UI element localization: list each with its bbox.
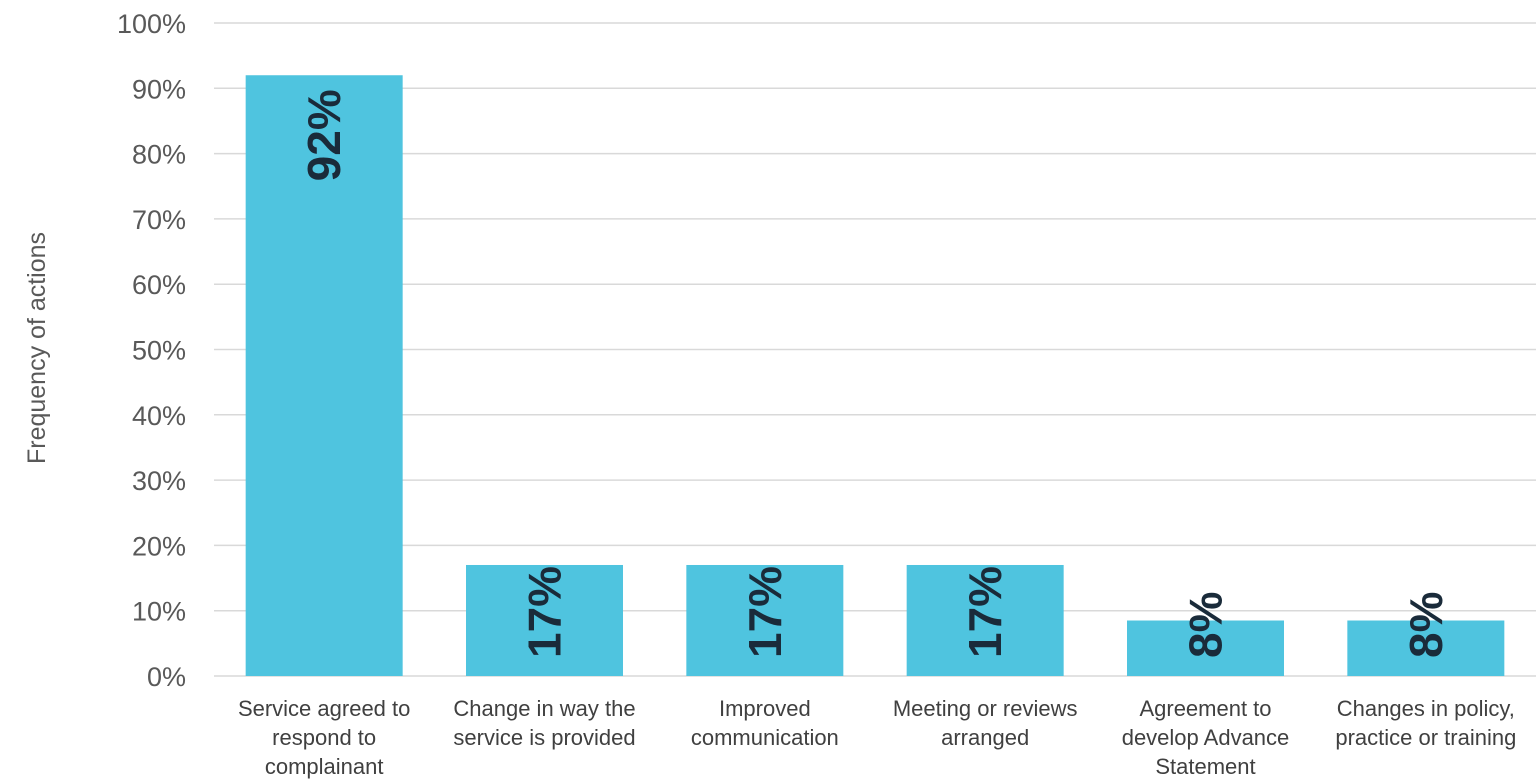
y-tick-label: 70% [132,205,186,235]
y-tick-label: 80% [132,140,186,170]
y-tick-label: 20% [132,531,186,561]
y-tick-label: 40% [132,401,186,431]
x-category-label: Service agreed to respond to complainant [238,696,410,779]
data-label: 92% [298,89,350,181]
bar [466,564,623,676]
y-tick-label: 0% [147,662,186,692]
y-axis-title: Frequency of actions [23,232,51,464]
data-label: 17% [959,566,1011,658]
bar [906,564,1064,676]
data-label: 17% [739,566,791,658]
x-category-label: Improved communication [691,696,839,750]
x-category-label: Meeting or reviews arranged [893,696,1078,750]
bar [686,564,844,676]
y-tick-label: 100% [117,9,186,39]
x-category-label: Change in way the service is provided [453,696,635,750]
bar [1127,620,1284,676]
data-label: 17% [519,566,571,658]
data-label: 8% [1400,592,1452,658]
data-label: 8% [1180,592,1232,658]
y-tick-label: 10% [132,597,186,627]
x-category-label: Changes in policy, practice or training [1335,696,1516,750]
bar [245,75,403,677]
y-tick-label: 60% [132,270,186,300]
x-category-label: Agreement to develop Advance Statement [1122,696,1290,779]
y-tick-label: 90% [132,74,186,104]
y-tick-label: 50% [132,336,186,366]
y-tick-label: 30% [132,466,186,496]
bar [1347,620,1505,676]
